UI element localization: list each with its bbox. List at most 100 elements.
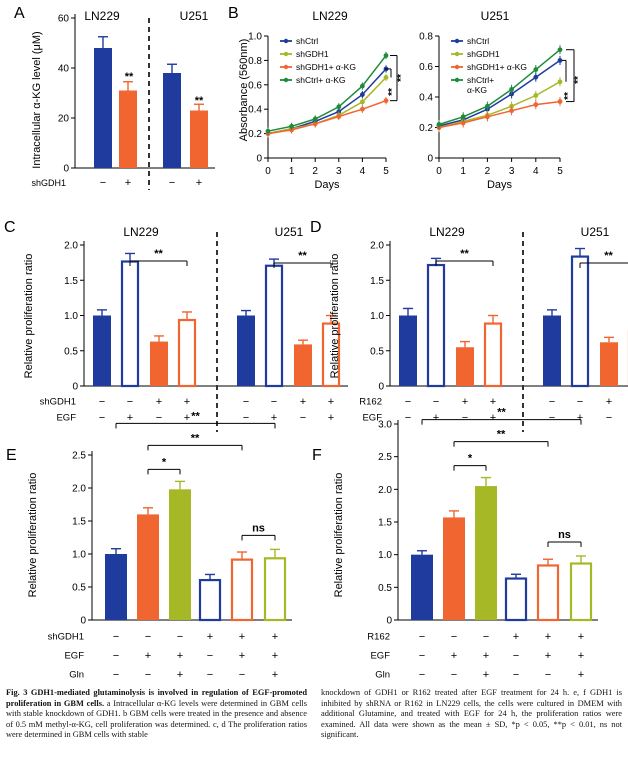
panel-d-sign: +: [462, 396, 468, 408]
panel-f-row-label: Gln: [375, 670, 390, 681]
panel-a-title-u251: U251: [180, 9, 209, 23]
panel-d-sign: −: [577, 396, 583, 408]
bar-hollow: [264, 264, 284, 388]
panel-f-sign: +: [545, 631, 551, 643]
panel-b-ln229-y-tick-label: 0: [256, 154, 262, 165]
panel-b-ln229-series-line: [267, 99, 387, 135]
panel-e-sign: +: [239, 650, 245, 662]
panel-d-sign: −: [549, 412, 555, 424]
panel-b-u251-point: [557, 47, 563, 53]
panel-letter-b: B: [228, 5, 239, 22]
panel-c-sig-u251-label: **: [298, 250, 307, 262]
panel-e-sig-ns-label: ns: [252, 522, 265, 534]
y-tick-label: 0: [80, 616, 86, 627]
panel-c-sign: +: [127, 412, 133, 424]
panel-b-ln229-legend-label: shGDH1: [296, 49, 329, 59]
panel-b-u251-legend-label: shCtrl: [467, 36, 489, 46]
y-tick-label: 1.0: [378, 550, 392, 561]
panel-b-ln229-point: [336, 104, 342, 110]
panel-f-sign: −: [451, 669, 457, 681]
y-tick-label: 0: [378, 382, 384, 393]
panel-a-cond-sign: −: [100, 177, 106, 189]
panel-d-sign: −: [405, 396, 411, 408]
panel-b-ln229-series-line: [267, 55, 387, 132]
panel-c-sign: −: [127, 396, 133, 408]
y-tick-label: 1.5: [370, 276, 384, 287]
panel-f-sign: +: [483, 669, 489, 681]
panel-b-u251-point: [533, 93, 539, 98]
panel-e-sign: +: [177, 650, 183, 662]
panel-e-row-label: shGDH1: [48, 632, 84, 643]
panel-b-ln229-sig: **: [396, 74, 407, 82]
panel-b-u251-y-tick-label: 0.2: [419, 123, 433, 134]
caption-right: knockdown of GDH1 or R162 treated after …: [321, 688, 622, 740]
panel-f-sign: −: [419, 650, 425, 662]
panel-d-sign: −: [405, 412, 411, 424]
y-tick-label: 1.0: [370, 311, 384, 322]
panel-b-u251-series-line: [438, 49, 561, 126]
panel-b-u251-legend-marker: [454, 77, 460, 83]
panel-b-u251-point: [533, 67, 539, 72]
panel-e-sign: +: [272, 650, 278, 662]
panel-b-u251-sig: **: [573, 76, 584, 84]
panel-e-sig-a-label: *: [162, 456, 167, 468]
bar-hollow: [570, 255, 590, 388]
y-tick-label: 2.0: [72, 484, 86, 495]
bar-hollow: [230, 558, 254, 622]
panel-f-sign: +: [451, 650, 457, 662]
bar-hollow: [569, 562, 593, 622]
panel-b-u251-series-line: [438, 81, 561, 129]
bar: [456, 347, 474, 386]
bar: [163, 73, 181, 168]
panel-b-ln229-point: [289, 123, 294, 129]
y-tick-label: 1.5: [72, 517, 86, 528]
panel-b-ln229-xlabel: Days: [314, 179, 340, 191]
panel-b-ln229-y-tick-label: 1.0: [248, 32, 262, 43]
panel-e-sign: −: [207, 650, 213, 662]
panel-b-ln229-point: [312, 121, 318, 127]
panel-b-ln229-sig: **: [387, 88, 398, 96]
panel-b-u251-x-tick-label: 5: [557, 166, 563, 177]
panel-f-sign: +: [578, 631, 584, 643]
panel-b-ln229-point: [360, 99, 365, 105]
bar-hollow: [536, 564, 560, 622]
y-tick-label: 2.5: [378, 452, 392, 463]
bar: [105, 554, 127, 620]
panel-c-sign: +: [184, 396, 190, 408]
y-tick-label: 2.0: [378, 485, 392, 496]
panel-e-ylabel: Relative proliferation ratio: [27, 473, 39, 598]
panel-b-u251-point: [533, 74, 539, 80]
panel-e-sign: −: [145, 631, 151, 643]
panel-f-ylabel: Relative proliferation ratio: [333, 473, 345, 598]
y-tick-label: 0.5: [378, 583, 392, 594]
panel-c-sign: +: [156, 396, 162, 408]
panel-b-ln229-y-tick-label: 0.4: [248, 105, 262, 116]
panel-b-u251-legend-marker: [454, 38, 460, 44]
panel-f-row-label: R162: [367, 632, 390, 643]
panel-c-row-label: EGF: [56, 413, 76, 424]
bar: [294, 344, 312, 386]
panel-c-row-label: shGDH1: [40, 397, 76, 408]
panel-b-u251-point: [557, 79, 563, 85]
panel-b-u251-y-tick-label: 0: [427, 154, 433, 165]
y-tick-label: 2.0: [64, 241, 78, 252]
panel-b-ln229-x-tick-label: 2: [312, 166, 318, 177]
panel-b-u251-point: [533, 102, 539, 108]
panel-d-sign: −: [549, 396, 555, 408]
caption-left-body: a Intracellular α-KG levels were determi…: [6, 698, 307, 740]
panel-letter-f: F: [312, 447, 322, 464]
panel-c-sign: −: [99, 412, 105, 424]
bar-hollow: [177, 318, 197, 388]
panel-b-ln229-legend-label: shCtrl+ α-KG: [296, 75, 346, 85]
bar-hollow: [321, 322, 341, 388]
panel-d-sign: +: [606, 396, 612, 408]
panel-b-ln229-legend-marker: [283, 77, 289, 83]
panel-f-sign: −: [451, 631, 457, 643]
bar: [399, 315, 417, 386]
panel-e-sign: +: [272, 631, 278, 643]
panel-d-sign: −: [462, 412, 468, 424]
panel-f-sign: −: [419, 669, 425, 681]
figure-caption: Fig. 3 GDH1-mediated glutaminolysis is i…: [6, 688, 622, 741]
panel-letter-e: E: [6, 447, 17, 464]
panel-a-cond-label: shGDH1: [31, 178, 66, 188]
